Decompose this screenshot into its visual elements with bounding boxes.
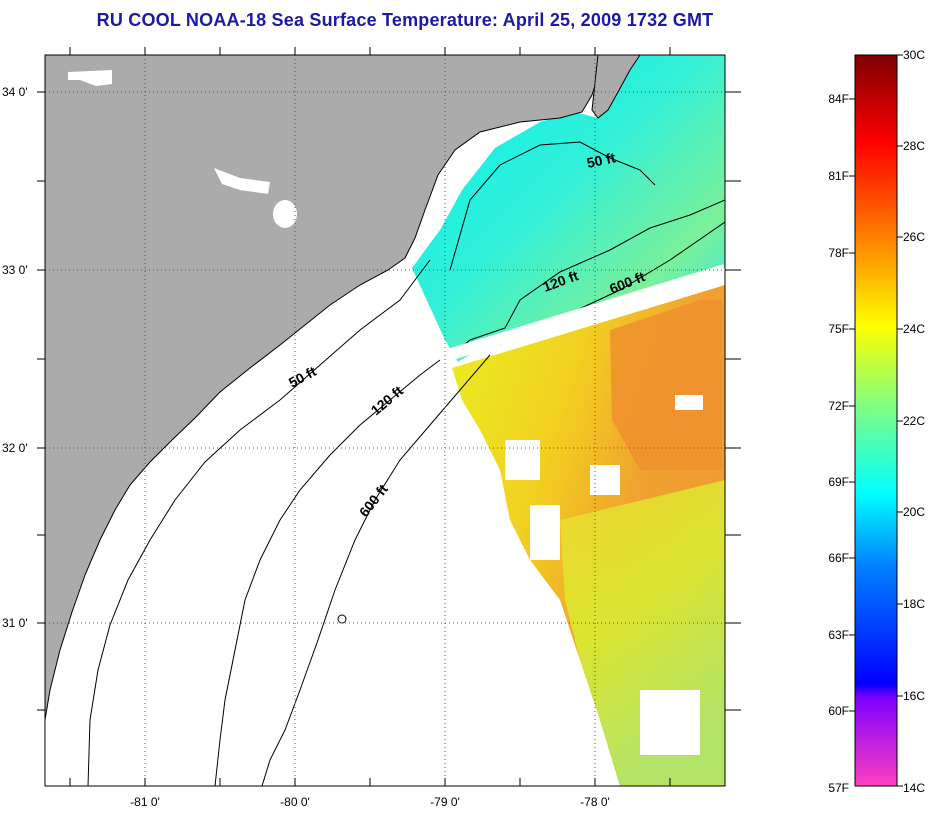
lat-label: 33 0' bbox=[2, 263, 28, 277]
lat-label: 31 0' bbox=[2, 616, 28, 630]
land bbox=[45, 55, 601, 721]
sst-swath-north bbox=[412, 55, 725, 362]
fahrenheit-label: 81F bbox=[828, 169, 849, 183]
fahrenheit-label: 84F bbox=[828, 92, 849, 106]
celsius-label: 18C bbox=[903, 597, 925, 611]
celsius-label: 28C bbox=[903, 139, 925, 153]
lat-label: 34 0' bbox=[2, 85, 28, 99]
celsius-label: 30C bbox=[903, 48, 925, 62]
fahrenheit-label: 75F bbox=[828, 322, 849, 336]
celsius-label: 22C bbox=[903, 414, 925, 428]
lat-label: 32 0' bbox=[2, 441, 28, 455]
fahrenheit-label: 60F bbox=[828, 704, 849, 718]
celsius-label: 24C bbox=[903, 322, 925, 336]
inland-lake bbox=[68, 70, 112, 86]
cloud-gap bbox=[530, 505, 560, 560]
map-title: RU COOL NOAA-18 Sea Surface Temperature:… bbox=[96, 10, 714, 30]
lon-label: -81 0' bbox=[130, 795, 160, 809]
map-frame bbox=[44, 54, 726, 787]
celsius-label: 14C bbox=[903, 781, 925, 795]
fahrenheit-label: 57F bbox=[828, 781, 849, 795]
contour-120ft bbox=[214, 199, 725, 786]
color-scale-ticks bbox=[849, 54, 903, 787]
fahrenheit-label: 63F bbox=[828, 628, 849, 642]
cloud-gap bbox=[640, 690, 700, 755]
map-ticks bbox=[37, 47, 741, 786]
fahrenheit-label: 72F bbox=[828, 399, 849, 413]
fahrenheit-label: 69F bbox=[828, 475, 849, 489]
fahrenheit-label: 78F bbox=[828, 246, 849, 260]
celsius-label: 16C bbox=[903, 689, 925, 703]
color-scale-bar bbox=[854, 54, 898, 787]
fahrenheit-label: 66F bbox=[828, 551, 849, 565]
inland-lake bbox=[214, 168, 270, 194]
cloud-gap bbox=[675, 395, 703, 410]
celsius-label: 26C bbox=[903, 230, 925, 244]
lon-label: -79 0' bbox=[430, 795, 460, 809]
celsius-label: 20C bbox=[903, 505, 925, 519]
land-cape bbox=[591, 55, 641, 119]
contour-label-50ft: 50 ft bbox=[585, 149, 617, 171]
warm-core bbox=[610, 300, 722, 470]
swath-gap bbox=[443, 264, 725, 362]
lon-label: -78 0' bbox=[580, 795, 610, 809]
lon-label: -80 0' bbox=[280, 795, 310, 809]
inland-lake bbox=[273, 200, 297, 228]
cloud-gap bbox=[505, 440, 540, 480]
contour-50ft bbox=[87, 141, 656, 786]
graticule bbox=[45, 55, 725, 786]
